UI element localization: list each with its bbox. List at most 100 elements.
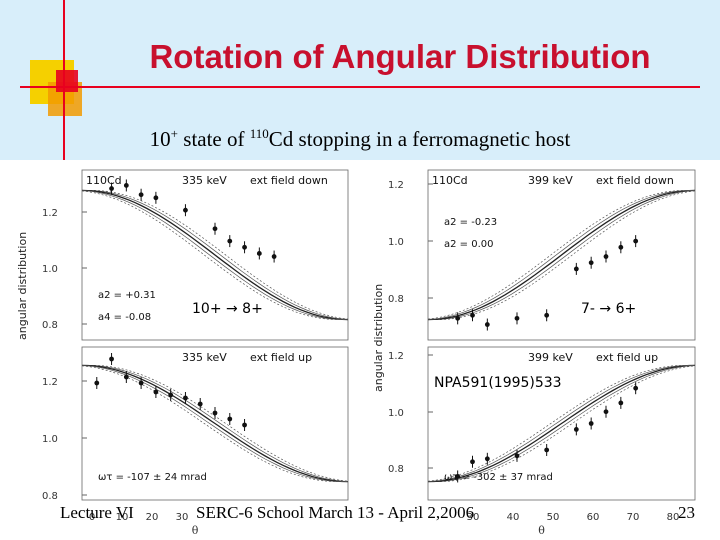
y-tick-label-tl: 0.8 — [42, 320, 58, 331]
x-axis-symbol-bl: θ — [192, 524, 199, 537]
energy-label-tl: 335 keV — [182, 174, 227, 187]
field-label-br: ext field up — [596, 351, 658, 364]
transition-label-tl: 10+ → 8+ — [192, 301, 263, 317]
x-tick-label-br: 60 — [587, 512, 600, 523]
energy-label-bl: 335 keV — [182, 351, 227, 364]
slide-subtitle: 10+ state of 110Cd stopping in a ferroma… — [0, 126, 720, 152]
data-point-tr — [514, 315, 520, 321]
data-point-bl — [168, 392, 174, 398]
deco-vertical-line — [63, 0, 65, 160]
y-tick-label-bl: 1.0 — [42, 434, 58, 445]
data-point-bl — [94, 380, 100, 386]
data-point-br — [455, 474, 461, 479]
data-point-bl — [227, 416, 233, 422]
subtitle-parity: + — [170, 126, 179, 141]
slide-title: Rotation of Angular Distribution — [149, 38, 651, 75]
energy-label-tr: 399 keV — [528, 174, 573, 187]
data-point-tl — [123, 183, 129, 188]
x-tick-label-br: 50 — [547, 512, 560, 523]
x-tick-label-br: 80 — [667, 512, 680, 523]
theory-curve-br — [427, 364, 696, 483]
y-tick-label-br: 0.8 — [388, 464, 404, 475]
y-tick-label-bl: 0.8 — [42, 491, 58, 502]
field-label-bl: ext field up — [250, 351, 312, 364]
coefficient-label-tl: a4 = -0.08 — [98, 312, 151, 323]
theory-curve-tl — [81, 190, 349, 320]
data-point-tl — [212, 226, 218, 232]
y-tick-label-bl: 1.2 — [42, 377, 58, 388]
omega-tau-label-br: ωτ = -302 ± 37 mrad — [444, 472, 553, 483]
panel-frame-tr — [427, 169, 696, 341]
data-point-tl — [138, 192, 144, 198]
x-tick-label-br: 70 — [627, 512, 640, 523]
footer-left: Lecture VI — [60, 503, 134, 522]
x-axis-symbol-br: θ — [538, 524, 545, 537]
data-point-tl — [227, 238, 233, 244]
data-point-br — [484, 456, 490, 462]
data-point-tl — [153, 195, 159, 201]
nucleus-label-tr: 110Cd — [432, 174, 468, 187]
data-point-tr — [455, 315, 461, 321]
subtitle-spin: 10 — [149, 127, 171, 151]
data-point-tl — [256, 251, 262, 256]
data-point-br — [603, 409, 609, 415]
data-point-bl — [138, 380, 144, 386]
theory-curve-br — [427, 365, 696, 482]
x-tick-label-br: 40 — [507, 512, 520, 523]
data-point-tr — [618, 244, 624, 250]
energy-label-br: 399 keV — [528, 351, 573, 364]
data-point-tr — [633, 238, 639, 244]
theory-curve-tl — [81, 189, 349, 321]
data-point-tr — [588, 260, 594, 266]
panel-frame-tl — [81, 169, 349, 341]
theory-curve-tl — [81, 190, 349, 320]
reference-label: NPA591(1995)533 — [434, 375, 562, 391]
data-point-bl — [183, 395, 188, 401]
data-point-br — [544, 447, 550, 453]
nucleus-label-tl: 110Cd — [86, 174, 122, 187]
data-point-tr — [603, 254, 609, 259]
data-point-tr — [544, 312, 550, 318]
data-point-br — [514, 453, 520, 459]
data-point-bl — [109, 356, 114, 362]
footer-center: SERC-6 School March 13 - April 2,2006 — [196, 503, 475, 522]
footer-page-number: 23 — [678, 503, 695, 522]
data-point-tl — [183, 207, 188, 213]
data-point-tr — [573, 266, 579, 272]
data-point-tr — [470, 312, 475, 318]
theory-curve-tr — [427, 190, 696, 320]
theory-curve-tl — [81, 190, 349, 320]
y-axis-label-right: angular distribution — [372, 284, 385, 392]
data-point-bl — [123, 374, 129, 380]
panel-frame-br — [427, 346, 696, 501]
y-axis-label-left: angular distribution — [16, 232, 29, 340]
panel-frame-bl — [81, 346, 349, 501]
data-point-tl — [271, 254, 277, 259]
field-label-tr: ext field down — [596, 174, 674, 187]
data-point-tr — [484, 322, 490, 327]
y-tick-label-tr: 1.2 — [388, 180, 404, 191]
theory-curve-tl — [81, 190, 349, 320]
subtitle-mid: state of — [178, 127, 250, 151]
y-tick-label-tl: 1.0 — [42, 264, 58, 275]
y-tick-label-tl: 1.2 — [42, 208, 58, 219]
subtitle-mass: 110 — [249, 126, 269, 141]
data-point-br — [573, 426, 579, 432]
coefficient-label-tl: a2 = +0.31 — [98, 290, 156, 301]
data-point-br — [588, 421, 594, 426]
data-point-tl — [242, 244, 247, 250]
data-point-bl — [197, 401, 203, 407]
x-tick-label-br: 30 — [467, 512, 480, 523]
coefficient-label-tr: a2 = 0.00 — [444, 239, 494, 250]
y-tick-label-tr: 0.8 — [388, 294, 404, 305]
y-tick-label-br: 1.2 — [388, 351, 404, 362]
y-tick-label-tr: 1.0 — [388, 237, 404, 248]
transition-label-tr: 7- → 6+ — [581, 301, 636, 317]
y-tick-label-br: 1.0 — [388, 408, 404, 419]
omega-tau-label-bl: ωτ = -107 ± 24 mrad — [98, 472, 207, 483]
theory-curve-br — [427, 365, 696, 482]
theory-curve-tr — [427, 190, 696, 320]
x-tick-label-bl: 0 — [89, 512, 95, 523]
data-point-bl — [242, 422, 247, 428]
